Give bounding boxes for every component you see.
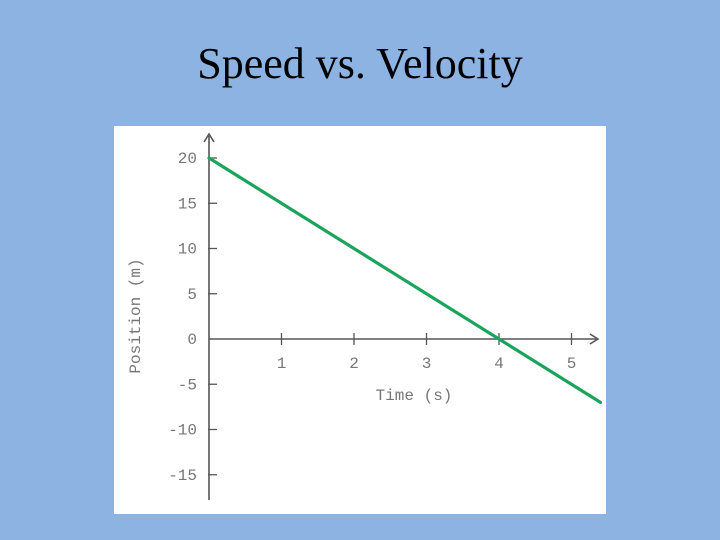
y-axis-label: Position (m) xyxy=(127,258,145,373)
y-tick-label: 15 xyxy=(178,195,197,213)
x-tick-label: 1 xyxy=(277,355,287,373)
x-tick-label: 4 xyxy=(494,355,504,373)
chart-panel: 20 15 10 5 0 -5 -10 -15 1 2 3 4 5 Time (s) Position … xyxy=(114,126,606,514)
x-axis-arrow xyxy=(589,333,600,345)
y-tick-label: 10 xyxy=(178,241,197,259)
x-tick-label: 3 xyxy=(422,355,432,373)
y-tick-label: 5 xyxy=(187,286,197,304)
x-tick-label: 5 xyxy=(567,355,577,373)
ticks: 20 15 10 5 0 -5 -10 -15 1 2 3 4 5 xyxy=(168,150,576,485)
axes xyxy=(203,132,600,500)
series xyxy=(207,156,603,404)
series-line xyxy=(207,156,603,404)
y-axis-arrow xyxy=(203,132,215,143)
y-tick-label: -10 xyxy=(168,422,197,440)
slide-title: Speed vs. Velocity xyxy=(197,39,523,88)
x-axis-label: Time (s) xyxy=(376,387,453,405)
y-tick-label: -5 xyxy=(178,376,197,394)
position-time-chart: 20 15 10 5 0 -5 -10 -15 1 2 3 4 5 Time (s) Position … xyxy=(127,132,603,500)
x-tick-label: 2 xyxy=(349,355,359,373)
y-tick-label: 20 xyxy=(178,150,197,168)
y-tick-label: -15 xyxy=(168,467,197,485)
y-tick-label: 0 xyxy=(187,331,197,349)
